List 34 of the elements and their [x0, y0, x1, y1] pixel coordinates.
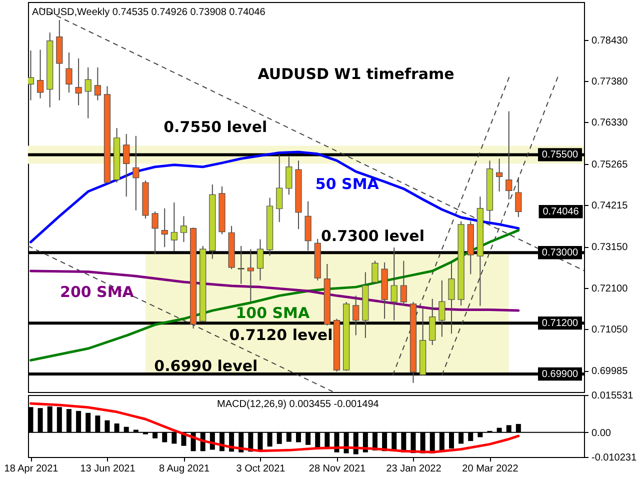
y-tick-label: -0.010231: [592, 452, 637, 464]
series-label: 100 SMA: [236, 304, 310, 322]
annotation: 0.7120 level: [229, 326, 333, 344]
chart-title: MACD(12,26,9) 0.003455 -0.001494: [217, 399, 380, 410]
series-label: 200 SMA: [60, 283, 134, 301]
y-tick-label: 0.00: [592, 428, 612, 439]
y-tick-label: 0.74215: [592, 200, 628, 212]
y-tick-label: 0.72100: [592, 283, 628, 294]
x-tick-label: 8 Aug 2021: [158, 464, 210, 474]
ref-line-label: 0.71200: [542, 318, 579, 330]
annotation: 0.7550 level: [164, 118, 268, 136]
y-tick-label: 0.71050: [592, 324, 628, 336]
y-tick-label: 0.69985: [592, 366, 628, 378]
y-tick-label: 0.75265: [592, 159, 628, 170]
ref-line-label: 0.69900: [542, 368, 579, 380]
x-tick-label: 23 Jan 2022: [386, 464, 442, 474]
x-tick-label: 18 Apr 2021: [4, 464, 59, 474]
x-tick-label: 20 Mar 2022: [462, 464, 519, 474]
x-tick-label: 3 Oct 2021: [236, 464, 286, 474]
text: AUDUSD W1 timeframe: [258, 65, 454, 83]
annotation: 0.6990 level: [154, 357, 258, 375]
y-tick-label: 0.78430: [592, 35, 628, 46]
ref-line-label: 0.73000: [542, 248, 579, 259]
annotation: 0.74046: [542, 206, 580, 218]
text: AUDUSD,Weekly 0.74535 0.74926 0.73908 0.74046: [32, 7, 266, 18]
y-tick-label: 0.015531: [592, 390, 634, 402]
y-tick-label: 0.76330: [592, 118, 628, 129]
ref-line-label: 0.75500: [542, 150, 579, 161]
x-tick-label: 13 Jun 2021: [80, 464, 136, 474]
y-tick-label: 0.77380: [592, 76, 628, 88]
annotation: 0.7300 level: [320, 227, 424, 245]
series-label: 50 SMA: [315, 175, 380, 193]
x-tick-label: 28 Nov 2021: [308, 464, 366, 474]
y-tick-label: 0.73150: [592, 242, 628, 254]
